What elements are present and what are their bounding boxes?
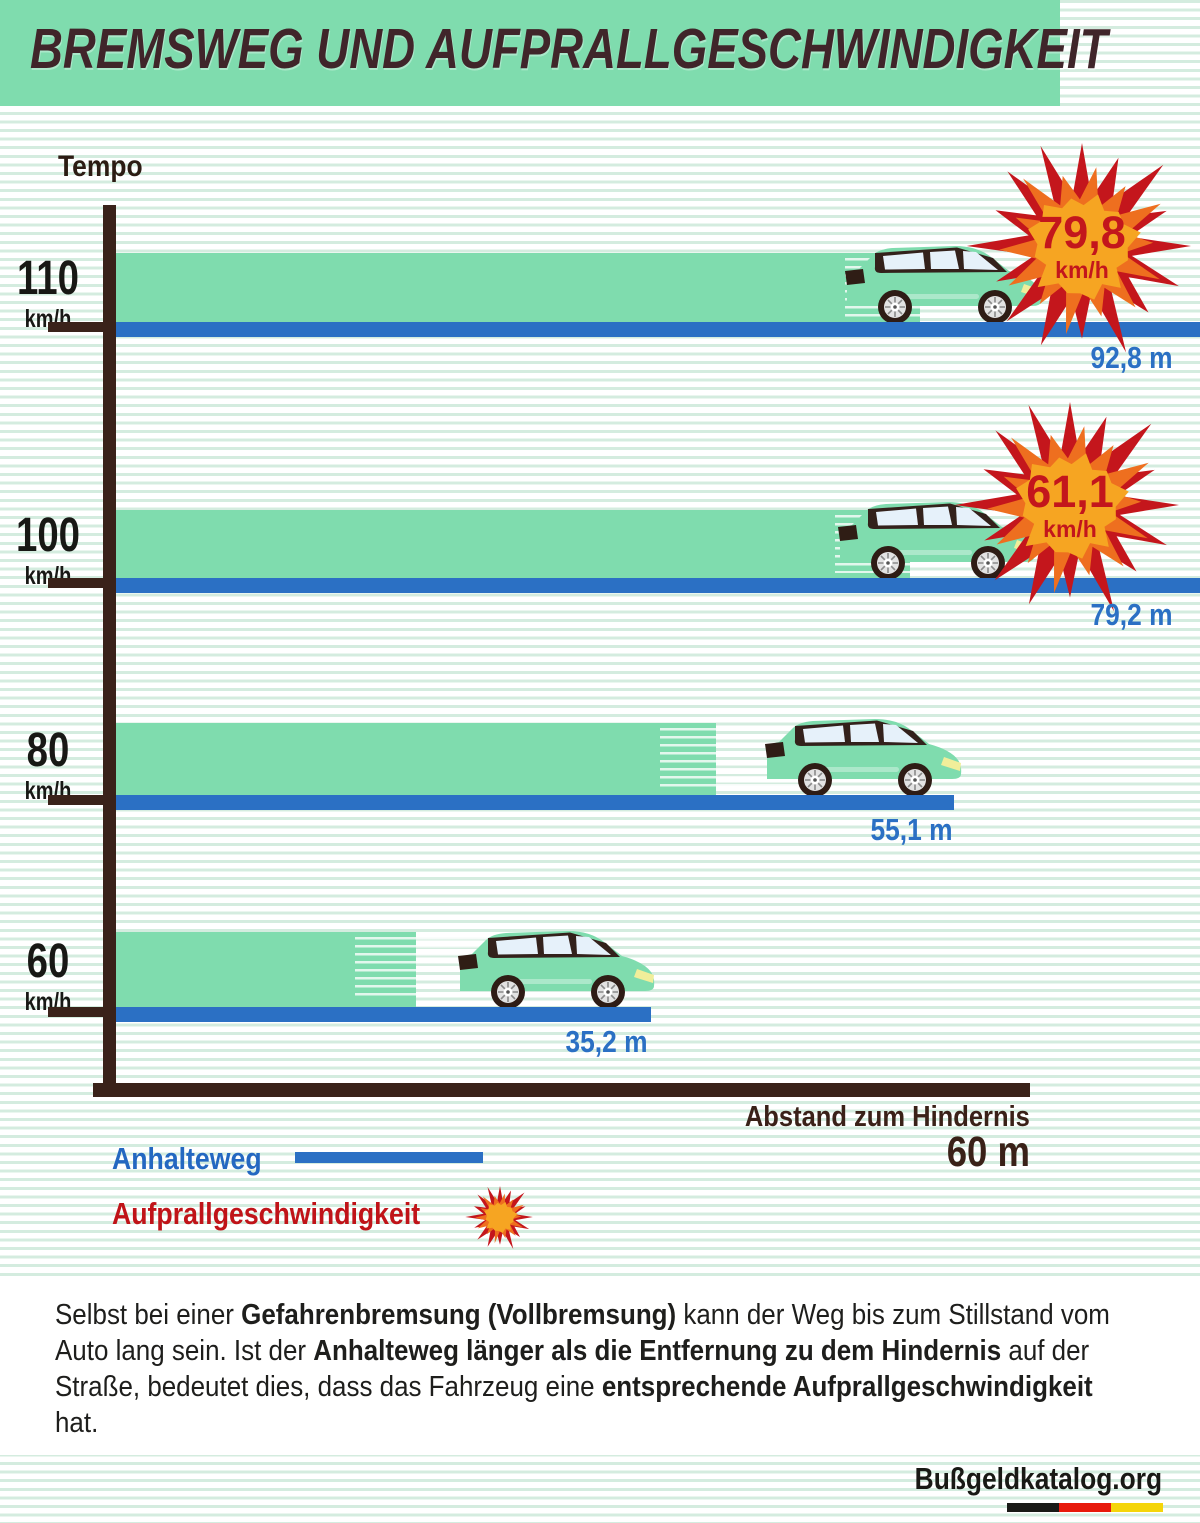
legend-impact-label: Aufprallgeschwindigkeit — [112, 1196, 421, 1231]
x-axis-line — [93, 1083, 1030, 1097]
legend-stopping-label: Anhalteweg — [112, 1141, 262, 1176]
stopping-distance-line-60 — [116, 1007, 651, 1022]
axis-tick-80 — [48, 795, 116, 805]
page-title: BREMSWEG UND AUFPRALLGESCHWINDIGKEIT — [30, 17, 1108, 81]
impact-speed-unit-110: km/h — [1055, 257, 1109, 283]
speed-label-80: 80 km/h — [24, 724, 72, 805]
stopping-distance-line-110 — [116, 322, 1200, 337]
x-axis-title: Abstand zum Hindernis — [745, 1101, 1030, 1133]
speed-bar-80 — [116, 723, 716, 795]
description-band: Selbst bei einer Gefahrenbremsung (Vollb… — [0, 1280, 1200, 1455]
flag-black-stripe — [1007, 1503, 1059, 1512]
speed-bar-100 — [116, 510, 910, 578]
impact-burst-icon-110: 79,8 km/h — [966, 143, 1191, 353]
impact-speed-value-110: 79,8 — [1038, 207, 1126, 258]
car-illustration-60 — [457, 930, 656, 1010]
flag-gold-stripe — [1111, 1503, 1163, 1512]
legend-stopping-swatch — [295, 1152, 483, 1163]
axis-tick-100 — [48, 578, 116, 588]
impact-speed-unit-100: km/h — [1043, 516, 1097, 542]
impact-speed-value-100: 61,1 — [1026, 466, 1114, 517]
speed-label-100: 100 km/h — [15, 509, 81, 590]
car-illustration-80 — [764, 718, 963, 798]
distance-label-110: 92,8 m — [1090, 340, 1173, 375]
axis-tick-60 — [48, 1007, 116, 1017]
brand-wordmark: Bußgeldkatalog.org — [914, 1461, 1162, 1496]
speed-label-110: 110 km/h — [17, 252, 79, 333]
impact-burst-icon-100: 61,1 km/h — [954, 402, 1179, 612]
y-axis-title: Tempo — [58, 150, 143, 183]
flag-red-stripe — [1059, 1503, 1111, 1512]
german-flag-icon — [1007, 1503, 1163, 1512]
x-axis-value: 60 m — [946, 1128, 1030, 1176]
speed-label-60: 60 km/h — [24, 935, 72, 1016]
axis-tick-110 — [48, 322, 116, 332]
title-banner: BREMSWEG UND AUFPRALLGESCHWINDIGKEIT — [0, 0, 1108, 106]
distance-label-100: 79,2 m — [1090, 597, 1173, 632]
legend-impact-burst-icon — [465, 1186, 533, 1250]
stopping-distance-line-100 — [116, 578, 1200, 593]
distance-label-60: 35,2 m — [565, 1024, 648, 1059]
stopping-distance-line-80 — [116, 795, 954, 810]
distance-label-80: 55,1 m — [870, 812, 953, 847]
speed-bar-110 — [116, 253, 920, 322]
y-axis-line — [103, 205, 116, 1097]
description-text: Selbst bei einer Gefahrenbremsung (Vollb… — [55, 1299, 1110, 1439]
